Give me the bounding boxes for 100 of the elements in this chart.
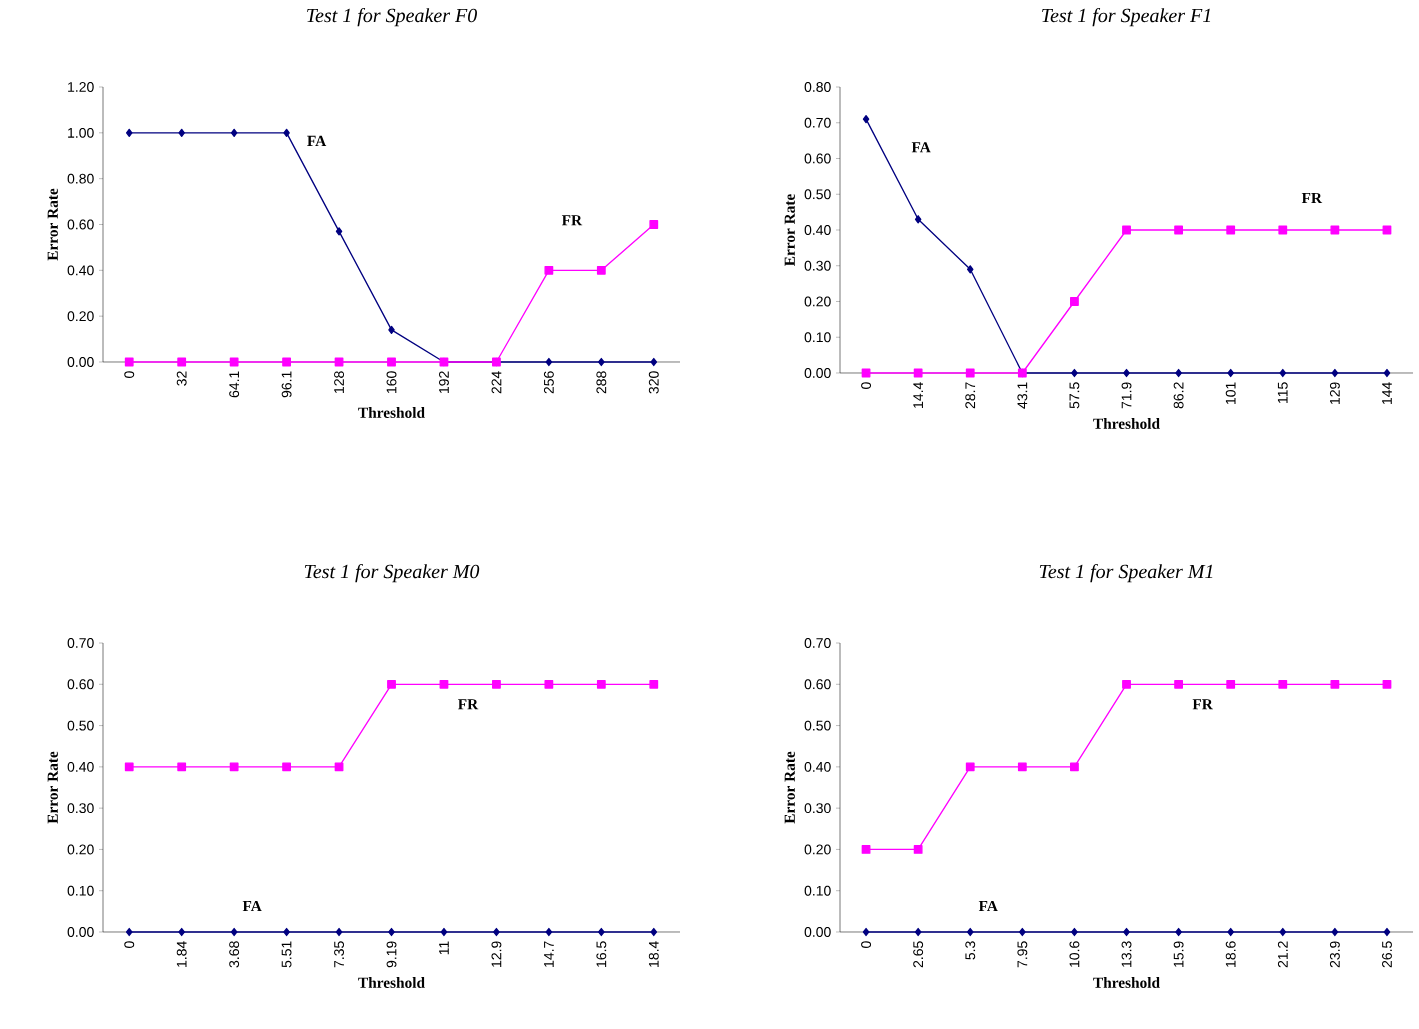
y-tick-label: 0.60 (67, 679, 94, 690)
x-tick-label: 10.6 (1069, 941, 1080, 967)
series-label: FA (242, 900, 262, 912)
point (545, 357, 553, 367)
y-tick-label: 1.00 (68, 127, 94, 138)
x-tick-label: 7.95 (1017, 941, 1028, 968)
x-tick-label: 16.5 (596, 941, 607, 967)
x-tick-label: 128 (334, 371, 345, 393)
point (598, 357, 605, 367)
point (283, 128, 290, 137)
x-tick-label: 256 (543, 371, 554, 394)
point (230, 927, 238, 937)
point (914, 215, 922, 224)
x-tick-label: 129 (1329, 382, 1340, 404)
point (177, 357, 187, 367)
y-tick-label: 0.30 (804, 803, 831, 814)
series-label: FA (978, 900, 998, 912)
point (335, 927, 343, 937)
x-tick-label: 320 (648, 371, 659, 394)
x-tick-label: 57.5 (1069, 382, 1080, 409)
y-axis-title: Error Rate (784, 751, 795, 824)
x-tick-label: 64.1 (229, 371, 240, 398)
point (1331, 927, 1339, 937)
point (1330, 679, 1340, 689)
point (862, 115, 870, 124)
y-tick-label: 0.20 (67, 844, 94, 855)
point (387, 357, 396, 367)
point (1279, 927, 1287, 937)
x-tick-label: 224 (491, 371, 502, 394)
x-tick-label: 18.6 (1225, 941, 1236, 967)
point (1382, 679, 1392, 689)
x-tick-label: 71.9 (1121, 382, 1132, 409)
y-tick-label: 0.80 (804, 82, 831, 92)
point (124, 762, 134, 772)
point (124, 357, 134, 367)
point (544, 265, 554, 275)
x-tick-label: 0 (124, 941, 135, 948)
point (913, 368, 923, 378)
point (861, 845, 871, 854)
x-tick-label: 288 (596, 371, 607, 394)
y-tick-label: 0.10 (804, 332, 831, 343)
y-tick-label: 0.50 (804, 720, 831, 731)
y-tick-label: 0.70 (67, 638, 94, 648)
chart-title: Test 1 for Speaker M0 (304, 563, 480, 583)
point (966, 927, 974, 937)
point (965, 368, 975, 378)
x-tick-label: 160 (386, 371, 397, 393)
x-tick-label: 101 (1225, 382, 1236, 404)
point (388, 927, 395, 937)
x-axis-title: Threshold (1093, 977, 1160, 988)
x-tick-label: 13.3 (1121, 941, 1132, 967)
point (1019, 927, 1026, 937)
point (596, 265, 606, 275)
y-tick-label: 0.70 (804, 117, 831, 128)
point (1227, 927, 1234, 937)
point (177, 762, 187, 772)
x-tick-label: 144 (1382, 382, 1392, 404)
point (1175, 368, 1182, 378)
y-axis-title: Error Rate (784, 194, 795, 266)
x-axis-title: Threshold (358, 977, 425, 988)
point (1070, 297, 1079, 306)
point (125, 927, 133, 937)
x-tick-label: 23.9 (1329, 941, 1340, 968)
chart-title: Test 1 for Speaker F1 (1042, 7, 1211, 27)
point (1070, 762, 1079, 772)
x-tick-label: 0 (861, 382, 872, 389)
point (545, 927, 553, 937)
point (1071, 368, 1078, 378)
y-tick-label: 1.20 (68, 82, 94, 92)
point (1017, 762, 1027, 772)
y-tick-label: 0.50 (67, 720, 94, 731)
x-tick-label: 15.9 (1173, 941, 1184, 967)
y-tick-label: 0.30 (67, 803, 94, 814)
y-tick-label: 0.00 (67, 927, 94, 937)
point (492, 679, 501, 689)
point (388, 325, 395, 335)
series-label: FR (1301, 192, 1323, 204)
x-tick-label: 12.9 (491, 941, 502, 967)
point (1071, 927, 1078, 937)
point (1174, 679, 1184, 689)
y-tick-label: 0.00 (804, 927, 831, 937)
point (229, 762, 239, 772)
point (282, 762, 291, 772)
point (650, 357, 658, 367)
chart-title: Test 1 for Speaker M1 (1039, 563, 1213, 583)
x-tick-label: 5.51 (281, 941, 292, 968)
point (1226, 679, 1236, 689)
chart-title: Test 1 for Speaker F0 (307, 7, 477, 27)
y-tick-label: 0.00 (804, 368, 831, 378)
y-tick-label: 0.60 (67, 219, 94, 230)
point (178, 128, 185, 137)
x-tick-label: 3.68 (229, 941, 240, 968)
y-tick-label: 0.30 (804, 260, 831, 271)
point (650, 927, 658, 937)
x-axis-title: Threshold (358, 407, 425, 418)
point (1226, 225, 1236, 235)
point (1331, 368, 1339, 378)
x-tick-label: 14.4 (913, 382, 923, 408)
x-tick-label: 28.7 (965, 382, 976, 409)
series-label: FR (458, 699, 479, 710)
